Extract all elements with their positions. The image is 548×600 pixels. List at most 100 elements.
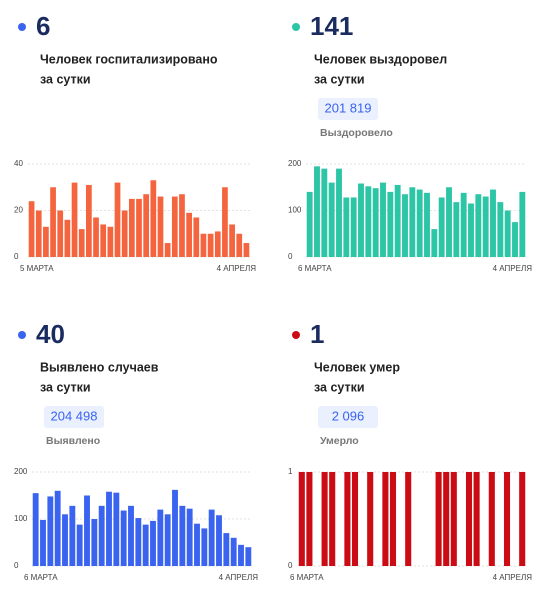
bar	[193, 217, 200, 257]
bar	[236, 233, 243, 257]
bar	[106, 491, 112, 566]
title: Человек умер	[314, 360, 400, 374]
x-tick-label: 5 МАРТА	[20, 264, 54, 273]
headline: 141	[310, 11, 353, 41]
bar	[238, 544, 244, 566]
y-tick-label: 1	[288, 467, 293, 476]
bar	[387, 191, 394, 257]
bar	[350, 197, 357, 257]
bar	[229, 224, 235, 257]
bar	[64, 219, 71, 257]
bar	[47, 496, 54, 566]
bar	[358, 183, 364, 257]
bar	[365, 186, 372, 257]
bar	[114, 182, 121, 257]
bar	[143, 194, 150, 257]
bar	[443, 472, 450, 566]
bar	[35, 210, 42, 257]
status-dot	[18, 331, 26, 339]
bar	[343, 197, 350, 257]
x-tick-label: 4 АПРЕЛЯ	[493, 264, 533, 273]
bar	[201, 528, 208, 566]
x-tick-label: 4 АПРЕЛЯ	[219, 573, 259, 582]
bar	[128, 198, 135, 257]
status-dot	[18, 23, 26, 31]
bar	[128, 505, 134, 566]
bar	[306, 472, 313, 566]
total-label: Умерло	[320, 435, 359, 447]
bar	[179, 505, 186, 566]
bar	[120, 510, 127, 566]
y-tick-label: 0	[14, 561, 19, 570]
bar	[504, 210, 511, 257]
y-tick-label: 20	[14, 206, 23, 215]
bar	[223, 533, 230, 566]
x-tick-label: 6 МАРТА	[24, 573, 58, 582]
bar	[121, 210, 128, 257]
bar	[329, 472, 336, 566]
bar	[450, 472, 457, 566]
bar	[91, 519, 98, 566]
bar	[50, 187, 56, 257]
bar	[186, 212, 192, 257]
bar	[62, 514, 68, 566]
y-tick-label: 200	[288, 159, 302, 168]
y-tick-label: 100	[14, 514, 28, 523]
x-tick-label: 4 АПРЕЛЯ	[217, 264, 257, 273]
bar	[107, 226, 114, 257]
headline: 1	[310, 319, 324, 349]
total: 2 096	[332, 408, 365, 423]
bar	[475, 194, 482, 257]
bar	[43, 226, 49, 257]
bar	[230, 537, 237, 566]
subtitle: за сутки	[40, 380, 91, 394]
bar	[321, 168, 328, 257]
bar	[380, 182, 386, 257]
total: 201 819	[325, 100, 372, 115]
bar	[57, 210, 64, 257]
bar	[490, 189, 496, 257]
bar	[438, 197, 445, 257]
bar	[351, 472, 359, 566]
bar	[28, 201, 35, 257]
subtitle: за сутки	[314, 380, 365, 394]
y-tick-label: 200	[14, 467, 28, 476]
total-label: Выздоровело	[320, 127, 393, 139]
headline: 40	[36, 319, 65, 349]
bar	[86, 184, 92, 257]
bar	[482, 196, 489, 257]
bar	[222, 187, 228, 257]
total-label: Выявлено	[46, 435, 100, 447]
bar	[164, 243, 171, 257]
y-tick-label: 0	[14, 252, 19, 261]
bar	[216, 515, 222, 566]
bar	[405, 472, 412, 566]
y-tick-label: 0	[288, 252, 293, 261]
bar	[150, 520, 156, 566]
bar	[336, 168, 342, 257]
bar	[328, 182, 335, 257]
bar	[519, 472, 526, 566]
bar	[208, 509, 215, 566]
bar	[194, 523, 200, 566]
bar	[488, 472, 495, 566]
bar	[172, 489, 178, 566]
x-tick-label: 4 АПРЕЛЯ	[493, 573, 533, 582]
bar	[171, 196, 178, 257]
bar	[431, 229, 438, 257]
bar	[503, 472, 511, 566]
headline: 6	[36, 11, 50, 41]
bar	[435, 472, 442, 566]
y-tick-label: 100	[288, 206, 302, 215]
bar	[394, 184, 401, 257]
total-box	[318, 406, 378, 428]
bar	[142, 524, 149, 566]
bar	[150, 180, 157, 257]
bar	[135, 518, 142, 566]
bar	[321, 472, 328, 566]
bar	[214, 231, 221, 257]
bar	[519, 191, 526, 257]
bar	[416, 189, 423, 257]
total-box	[318, 98, 378, 120]
